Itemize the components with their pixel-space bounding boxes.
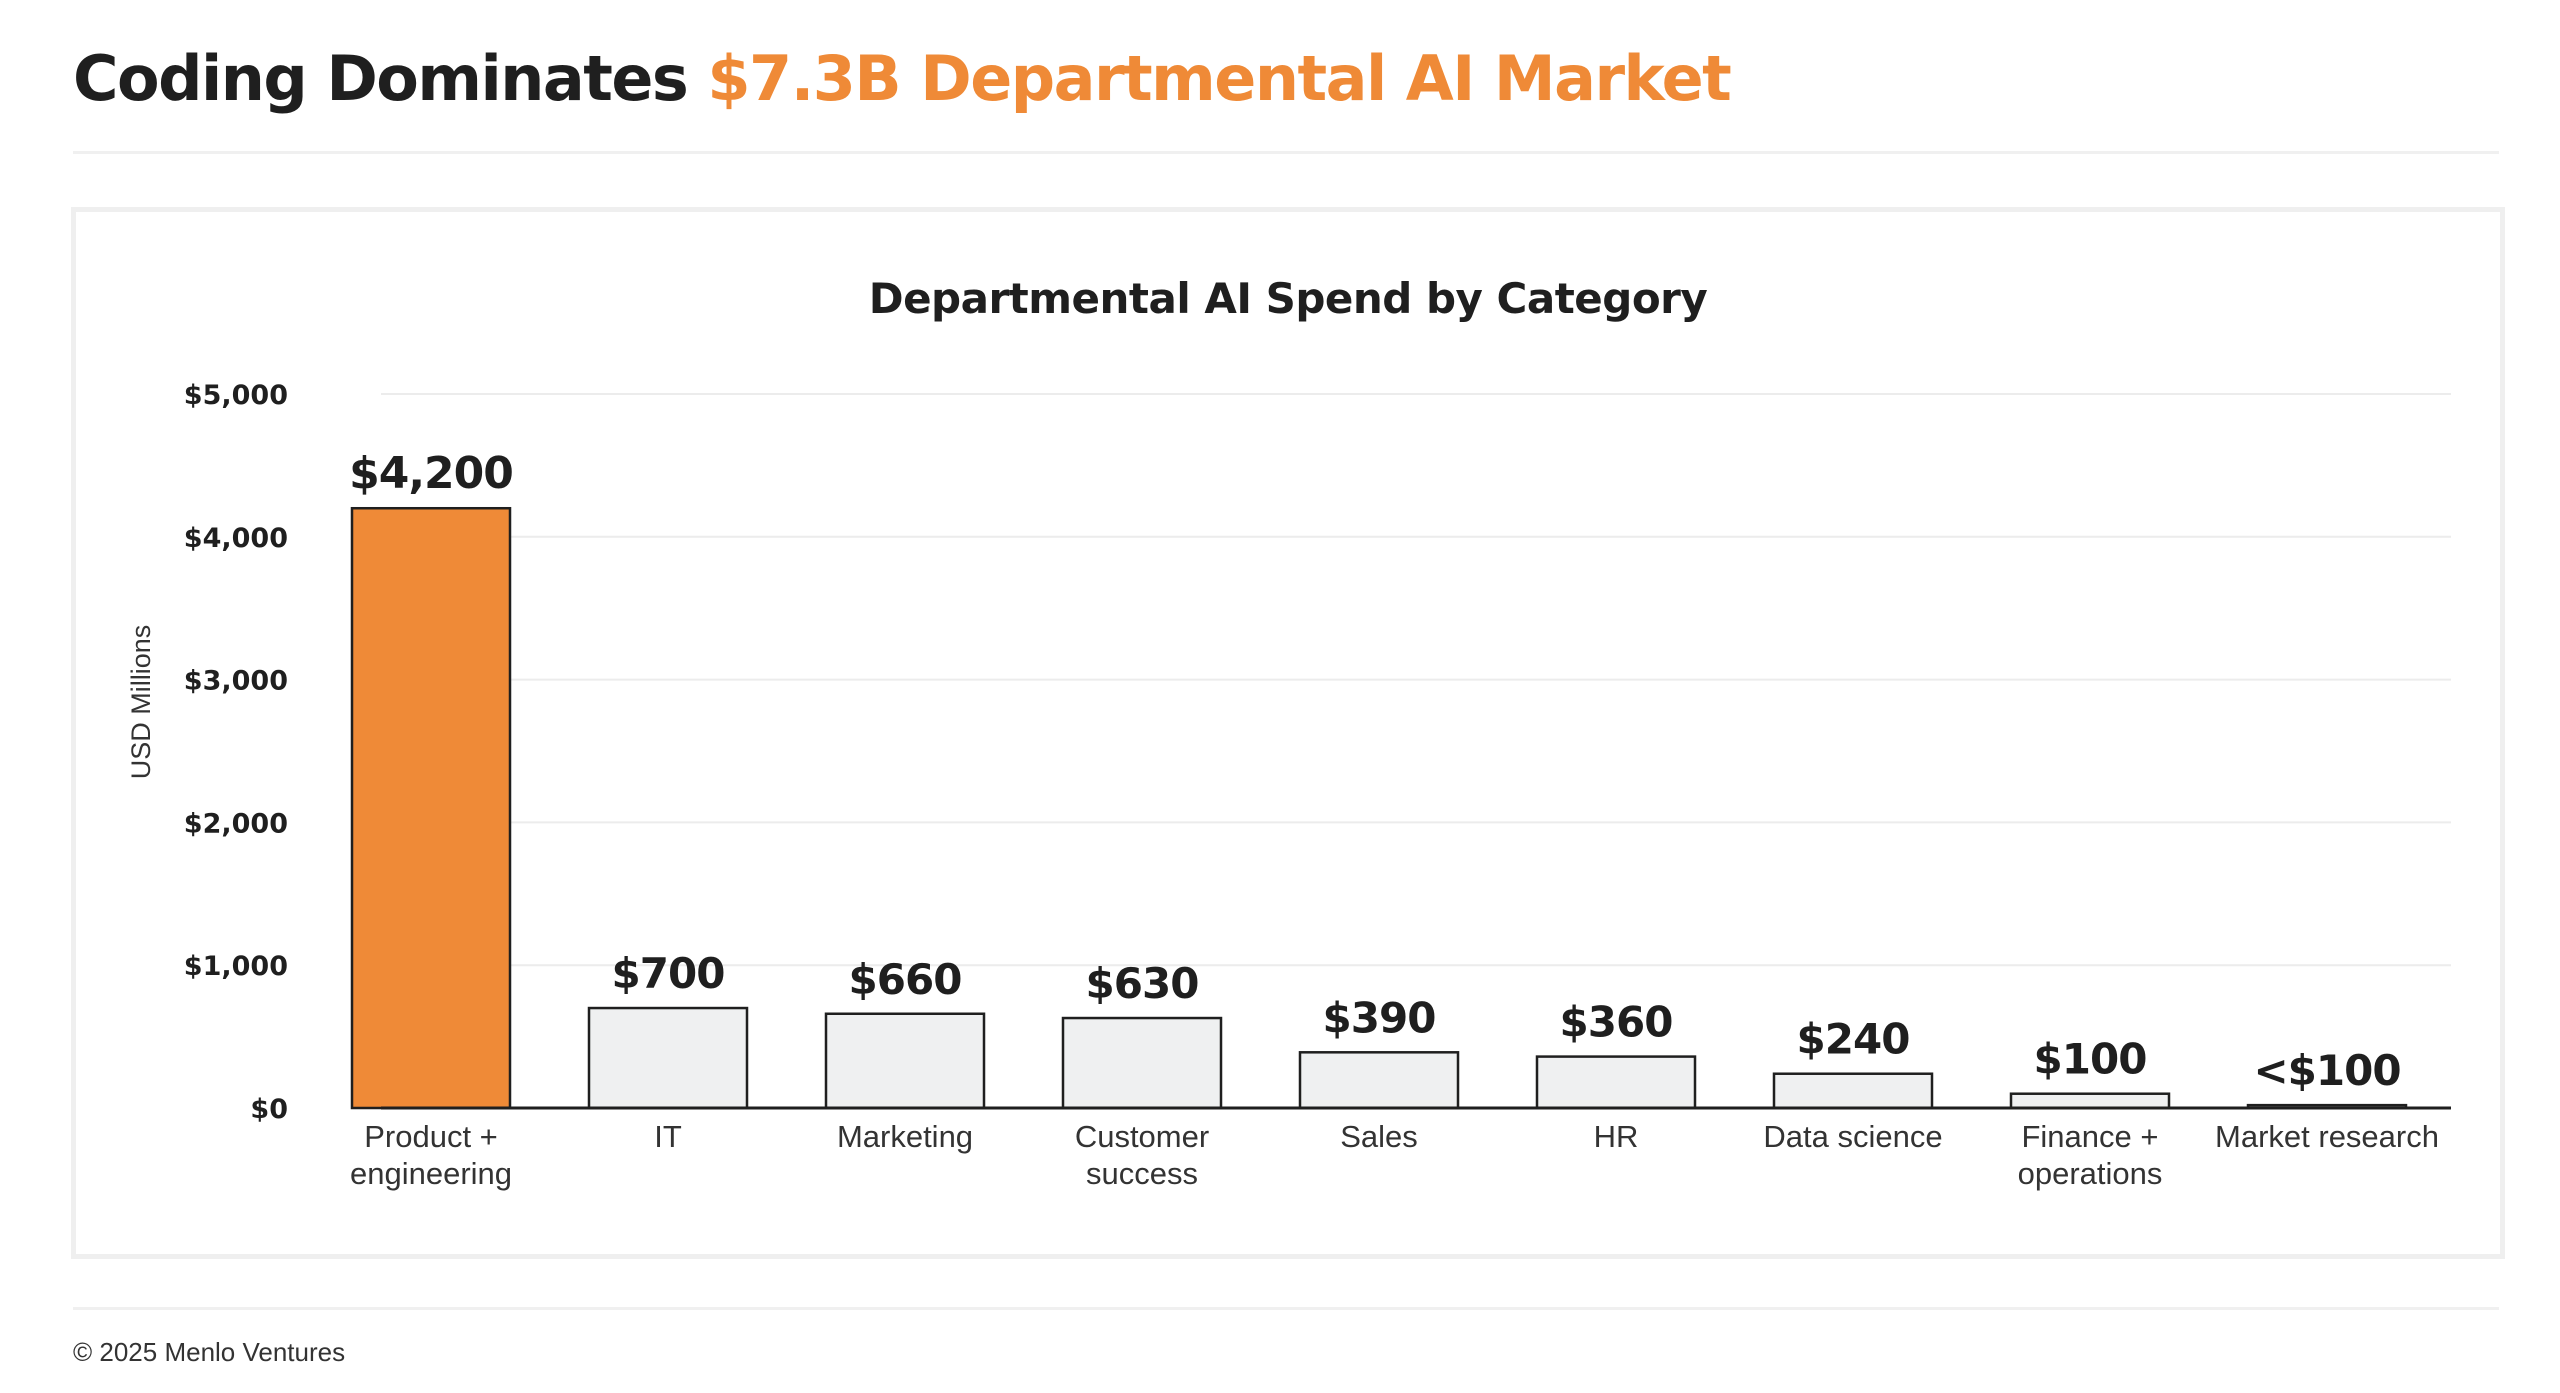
y-tick-label: $1,000 bbox=[184, 951, 288, 982]
data-label: $390 bbox=[1323, 993, 1436, 1042]
data-label: $630 bbox=[1086, 959, 1199, 1008]
x-tick-label: Market research bbox=[2215, 1119, 2439, 1154]
data-label: $240 bbox=[1797, 1015, 1910, 1064]
chart-title: Departmental AI Spend by Category bbox=[868, 274, 1708, 323]
page-title: Coding Dominates $7.3B Departmental AI M… bbox=[73, 42, 1732, 116]
y-tick-label: $4,000 bbox=[184, 523, 288, 554]
x-tick-label: Customer success bbox=[1075, 1119, 1209, 1191]
x-tick-label: Data science bbox=[1763, 1119, 1942, 1154]
y-tick-label: $2,000 bbox=[184, 808, 288, 839]
bar bbox=[2009, 1092, 2171, 1110]
bar bbox=[1772, 1072, 1934, 1110]
chart-card: Departmental AI Spend by Category $0 $1,0… bbox=[71, 207, 2505, 1259]
bar bbox=[1061, 1016, 1223, 1110]
data-label: <$100 bbox=[2253, 1046, 2400, 1095]
data-label: $700 bbox=[612, 949, 725, 998]
x-tick-label: Finance + operations bbox=[2018, 1119, 2163, 1191]
bar bbox=[587, 1006, 749, 1110]
x-tick-label: Product + engineering bbox=[350, 1119, 512, 1191]
bar bbox=[824, 1012, 986, 1110]
y-tick-label: $3,000 bbox=[184, 666, 288, 697]
data-label: $4,200 bbox=[349, 448, 513, 499]
x-tick-label: Marketing bbox=[837, 1119, 973, 1154]
x-tick-label: HR bbox=[1594, 1119, 1639, 1154]
bar-chart: $0 $1,000 $2,000 $3,000 $4,000 $5,000 $4,200 $… bbox=[126, 380, 2451, 1191]
title-prefix: Coding Dominates bbox=[73, 42, 689, 115]
header-divider bbox=[73, 151, 2499, 154]
y-tick-label: $5,000 bbox=[184, 380, 288, 411]
bar bbox=[1535, 1055, 1697, 1110]
bar bbox=[1298, 1051, 1460, 1110]
y-tick-label: $0 bbox=[250, 1094, 288, 1125]
data-label: $660 bbox=[849, 955, 962, 1004]
bar bbox=[350, 506, 512, 1110]
x-tick-label: IT bbox=[654, 1119, 682, 1154]
data-label: $360 bbox=[1560, 998, 1673, 1047]
footer-divider bbox=[73, 1307, 2499, 1310]
x-tick-label: Sales bbox=[1340, 1119, 1418, 1154]
y-axis-label: USD Millions bbox=[126, 625, 156, 780]
data-label: $100 bbox=[2034, 1035, 2147, 1084]
footer-copyright: © 2025 Menlo Ventures bbox=[73, 1337, 346, 1367]
title-highlight: $7.3B Departmental AI Market bbox=[707, 42, 1731, 115]
